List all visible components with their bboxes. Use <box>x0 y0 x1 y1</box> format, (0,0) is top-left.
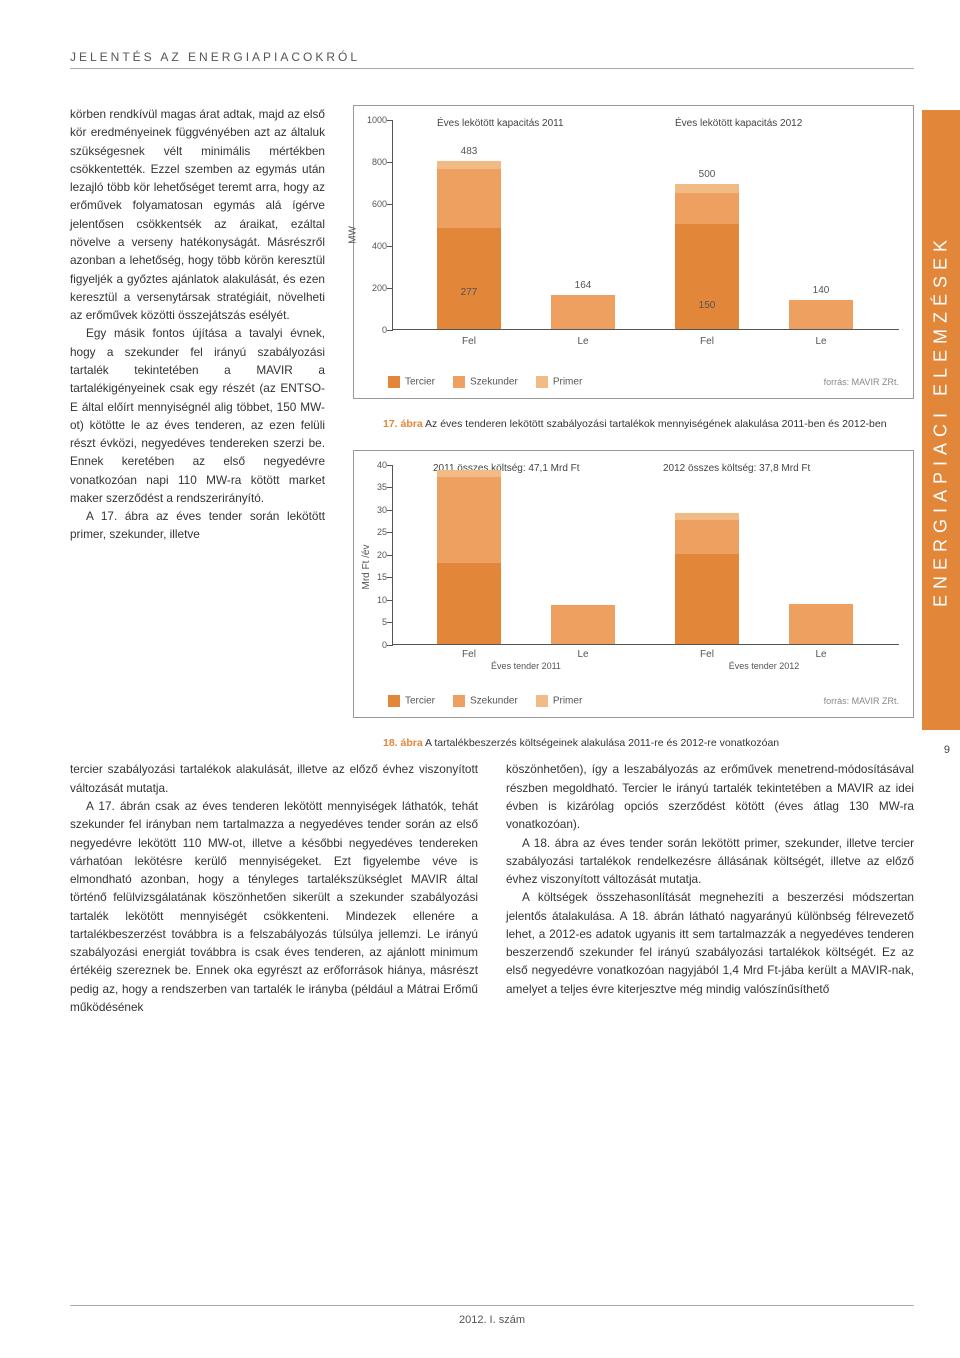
chart1-bar <box>789 300 853 329</box>
caption-18-num: 18. ábra <box>383 737 423 749</box>
chart2-ytick: 0 <box>357 640 387 650</box>
chart1-x-label: Fel <box>700 336 714 347</box>
chart1-ytick: 1000 <box>357 115 387 125</box>
chart1-legend: Tercier Szekunder Primer forrás: MAVIR ZRt. <box>388 376 899 388</box>
chart2-source: forrás: MAVIR ZRt. <box>824 696 899 706</box>
chart1-ytick: 600 <box>357 199 387 209</box>
lower-p2: A 17. ábrán csak az éves tenderen lekötö… <box>70 797 478 1016</box>
chart1-value-label: 483 <box>449 146 489 157</box>
chart2-ytick: 15 <box>357 572 387 582</box>
chart2-x-label: Le <box>577 649 588 660</box>
chart1-legend-item: Primer <box>536 376 582 388</box>
chart1-value-label: 500 <box>687 169 727 180</box>
chart2-legend-item: Szekunder <box>453 695 518 707</box>
chart1-ytick: 800 <box>357 157 387 167</box>
page-number: 9 <box>944 744 950 756</box>
chart2-plot: 05101520253035402011 összes költség: 47,… <box>392 465 899 645</box>
header-title: JELENTÉS AZ ENERGIAPIACOKRÓL <box>70 50 914 64</box>
chart1-value-label: 140 <box>801 285 841 296</box>
chart1-value-label: 164 <box>563 280 603 291</box>
chart1-ytick: 0 <box>357 325 387 335</box>
caption-17-text: Az éves tenderen lekötött szabályozási t… <box>423 418 887 430</box>
chart1-plot: 02004006008001000Éves lekötött kapacitás… <box>392 120 899 330</box>
body-para-2: Egy másik fontos újítása a tavalyi évnek… <box>70 324 325 507</box>
lower-text: tercier szabályozási tartalékok alakulás… <box>70 760 914 1016</box>
chart1-legend-item: Tercier <box>388 376 435 388</box>
side-tab: ENERGIAPIACI ELEMZÉSEK <box>922 110 960 730</box>
chart1-group-title: Éves lekötött kapacitás 2012 <box>675 118 802 129</box>
chart2-x-label: Fel <box>700 649 714 660</box>
chart2-group-x-label: Éves tender 2011 <box>491 661 561 671</box>
chart2-ytick: 20 <box>357 550 387 560</box>
chart2-bar <box>437 470 501 643</box>
lower-p3: köszönhetően), így a leszabályozás az er… <box>506 762 914 831</box>
chart2-ytick: 35 <box>357 482 387 492</box>
chart2-legend: Tercier Szekunder Primer forrás: MAVIR ZRt. <box>388 695 899 707</box>
body-para-3: A 17. ábra az éves tender során lekötött… <box>70 507 325 544</box>
caption-17: 17. ábra Az éves tenderen lekötött szabá… <box>383 417 914 432</box>
chart1-value-label: 277 <box>449 287 489 298</box>
right-column: MW 02004006008001000Éves lekötött kapaci… <box>353 105 914 768</box>
chart1-value-label: 150 <box>687 300 727 311</box>
chart2-x-label: Fel <box>462 649 476 660</box>
chart2-legend-item: Primer <box>536 695 582 707</box>
chart1-bar <box>437 161 501 329</box>
chart1-x-label: Le <box>815 336 826 347</box>
body-para-1: körben rendkívül magas árat adtak, majd … <box>70 105 325 324</box>
chart2-bar <box>789 604 853 644</box>
chart-18-container: Mrd Ft /év 05101520253035402011 összes k… <box>353 450 914 718</box>
chart2-legend-item: Tercier <box>388 695 435 707</box>
chart2-ytick: 10 <box>357 595 387 605</box>
chart2-bar <box>675 513 739 644</box>
chart2-ytick: 25 <box>357 527 387 537</box>
chart1-x-label: Fel <box>462 336 476 347</box>
footer-text: 2012. I. szám <box>70 1314 914 1326</box>
chart1-legend-item: Szekunder <box>453 376 518 388</box>
chart2-ytick: 30 <box>357 505 387 515</box>
chart1-bar <box>551 295 615 329</box>
chart1-source: forrás: MAVIR ZRt. <box>824 377 899 387</box>
chart-17-container: MW 02004006008001000Éves lekötött kapaci… <box>353 105 914 399</box>
chart1-group-title: Éves lekötött kapacitás 2011 <box>437 118 564 129</box>
chart1-ytick: 400 <box>357 241 387 251</box>
header-rule <box>70 68 914 69</box>
left-column: körben rendkívül magas árat adtak, majd … <box>70 105 325 768</box>
chart2-group-title: 2012 összes költség: 37,8 Mrd Ft <box>663 463 810 474</box>
lower-p4: A 18. ábra az éves tender során lekötött… <box>506 834 914 889</box>
chart1-ytick: 200 <box>357 283 387 293</box>
lower-p1: tercier szabályozási tartalékok alakulás… <box>70 762 478 794</box>
chart2-ytick: 5 <box>357 617 387 627</box>
footer: 2012. I. szám <box>70 1305 914 1326</box>
chart2-ytick: 40 <box>357 460 387 470</box>
chart2-group-x-label: Éves tender 2012 <box>729 661 800 671</box>
chart2-x-label: Le <box>815 649 826 660</box>
chart1-x-label: Le <box>577 336 588 347</box>
chart2-bar <box>551 605 615 644</box>
caption-17-num: 17. ábra <box>383 418 423 430</box>
caption-18-text: A tartalékbeszerzés költségeinek alakulá… <box>423 737 779 749</box>
footer-rule <box>70 1305 914 1306</box>
caption-18: 18. ábra A tartalékbeszerzés költségeine… <box>383 736 914 751</box>
lower-p5: A költségek összehasonlítását megnehezít… <box>506 888 914 998</box>
